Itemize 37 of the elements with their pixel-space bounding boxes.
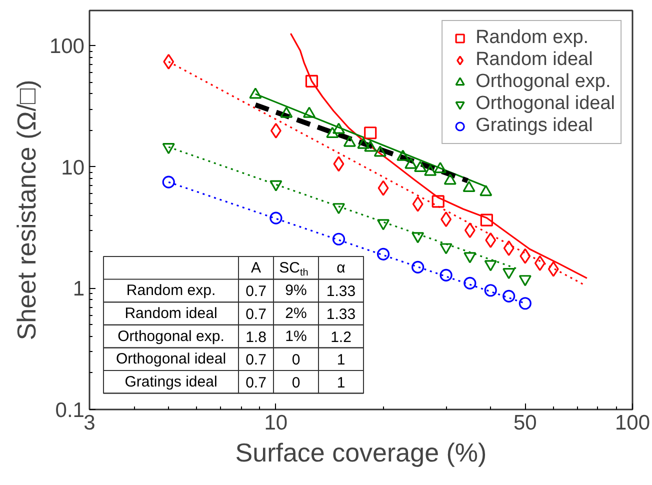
annotation: 1.2 (330, 328, 352, 346)
legend-label: Orthogonal ideal (476, 93, 615, 115)
annotation: 2% (285, 305, 307, 322)
y-tick-label: 10 (61, 156, 84, 180)
legend-label: Orthogonal exp. (476, 71, 611, 93)
y-axis-title: Sheet resistance (Ω/□) (11, 80, 42, 340)
x-tick-label: 100 (614, 412, 650, 434)
x-axis-title: Surface coverage (%) (235, 438, 487, 468)
annotation: 0 (292, 374, 300, 392)
y-tick-label: 100 (49, 35, 85, 58)
annotation: A (251, 259, 262, 276)
annotation: 1 (336, 374, 346, 392)
annotation: 1.33 (326, 306, 356, 323)
annotation: 0.7 (246, 283, 266, 300)
annotation: 0 (292, 352, 300, 369)
y-tick-label: 0.1 (55, 399, 85, 422)
annotation: Orthogonal exp. (118, 328, 224, 345)
annotation: 9% (285, 282, 307, 300)
annotation: 1.8 (246, 328, 266, 346)
annotation: Random ideal (124, 305, 218, 322)
legend-label: Random exp. (476, 27, 589, 49)
annotation: Gratings ideal (124, 373, 218, 390)
annotation: 0.7 (246, 306, 266, 323)
x-tick-label: 10 (264, 412, 288, 434)
x-tick-label: 3 (84, 412, 96, 434)
legend-label: Random ideal (476, 49, 593, 71)
annotation: 0.7 (246, 374, 266, 392)
legend-label: Gratings ideal (476, 115, 593, 137)
annotation: Random exp. (126, 282, 216, 300)
annotation: 1.33 (326, 283, 356, 300)
annotation: 1% (285, 328, 307, 345)
x-tick-label: 50 (513, 412, 537, 434)
annotation: 0.7 (246, 352, 266, 369)
annotation: α (336, 259, 346, 276)
annotation: 1 (336, 352, 346, 369)
y-tick-label: 1 (72, 278, 85, 301)
annotation: Orthogonal ideal (116, 350, 226, 368)
